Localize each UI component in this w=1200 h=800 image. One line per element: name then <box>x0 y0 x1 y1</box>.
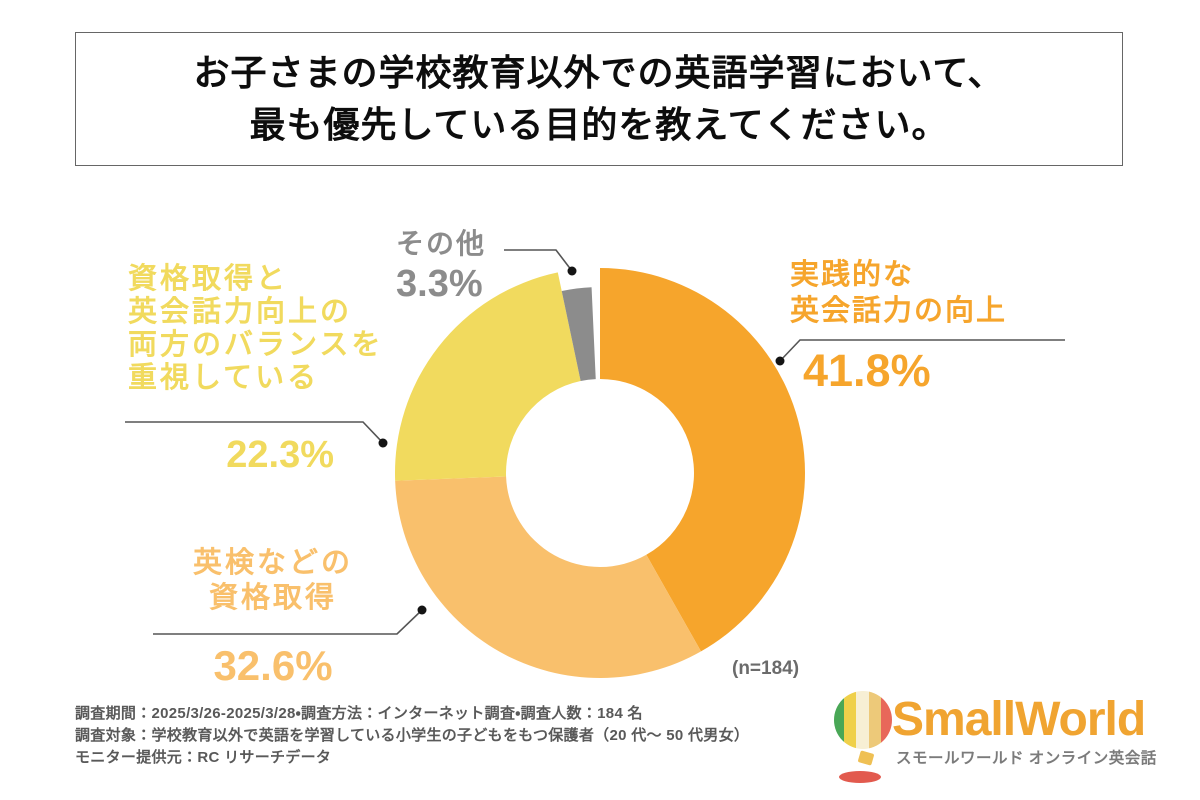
segment-label-text: 英会話力の向上 <box>790 295 1008 327</box>
question-title-box: お子さまの学校教育以外での英語学習において、 最も優先している目的を教えてくださ… <box>75 32 1123 166</box>
donut-segment-1 <box>395 476 702 678</box>
hot-air-balloon-icon <box>834 691 892 783</box>
sample-size-label: (n=184) <box>732 658 800 679</box>
segment-label-text: その他 <box>396 228 487 259</box>
question-title-line1: お子さまの学校教育以外での英語学習において、 <box>193 52 1005 93</box>
segment-label-text: 資格取得 <box>208 582 337 614</box>
donut-segment-2 <box>395 272 581 481</box>
brand-name: SmallWorld <box>892 693 1146 746</box>
segment-label-text: 重視している <box>128 362 320 394</box>
survey-note-target: 調査対象：学校教育以外で英語を学習している小学生の子どもをもつ保護者（20 代～… <box>75 727 750 744</box>
segment-label-text: 英検などの <box>192 547 353 579</box>
donut-segment-0 <box>600 268 805 652</box>
segment-label-text: 資格取得と <box>128 263 289 295</box>
segment-label-text: 両方のバランスを <box>128 329 384 361</box>
leader-dot-0 <box>775 356 785 366</box>
segment-value-practical-conversation: 41.8% <box>803 345 931 396</box>
question-title-line2: 最も優先している目的を教えてください。 <box>249 104 949 145</box>
segment-label-practical-conversation: 実践的な 英会話力の向上 <box>790 257 1007 329</box>
leader-line-1 <box>153 609 423 635</box>
segment-label-balance: 資格取得と 英会話力向上の 両方のバランスを 重視している <box>128 263 383 395</box>
segment-label-text: 英会話力向上の <box>128 296 353 328</box>
segment-value-other: 3.3% <box>396 263 483 305</box>
segment-value-eiken-certification: 32.6% <box>213 642 333 689</box>
leader-line-2 <box>125 421 384 444</box>
survey-notes: 調査期間：2025/3/26-2025/3/28・調査方法：インターネット調査・… <box>75 703 749 769</box>
segment-value-balance: 22.3% <box>226 434 334 476</box>
segment-label-other: その他 <box>396 226 486 262</box>
survey-note-monitor: モニター提供元：RC リサーチデータ <box>75 749 332 766</box>
smallworld-logo: SmallWorld スモールワールド オンライン英会話 <box>830 686 1156 786</box>
segment-label-eiken-certification: 英検などの 資格取得 <box>148 546 398 616</box>
brand-subtitle: スモールワールド オンライン英会話 <box>896 750 1157 767</box>
leader-line-0 <box>779 339 1065 362</box>
leader-line-3 <box>504 249 573 272</box>
balloon-basket <box>858 750 874 766</box>
leader-dot-1 <box>417 605 427 615</box>
balloon-shadow <box>839 771 881 783</box>
segment-label-text: 実践的な <box>790 259 915 291</box>
leader-dot-2 <box>378 438 388 448</box>
donut-segment-3 <box>561 287 596 382</box>
leader-dot-3 <box>567 266 577 276</box>
survey-note-period: 調査期間：2025/3/26-2025/3/28・調査方法：インターネット調査・… <box>75 705 643 722</box>
